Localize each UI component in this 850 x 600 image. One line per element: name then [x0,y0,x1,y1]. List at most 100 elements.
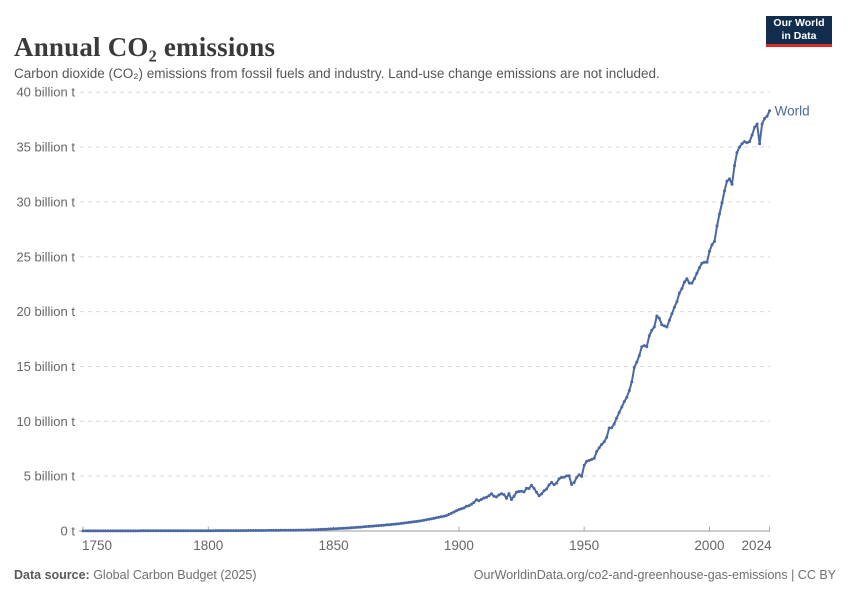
data-point [454,509,458,513]
data-point [532,487,536,490]
data-point [161,529,165,533]
data-point [176,529,180,533]
data-point [768,109,772,113]
data-point [407,520,411,524]
data-point [530,483,533,487]
owid-logo-line1: Our World [773,17,825,30]
data-point [397,522,401,526]
data-point [710,243,714,247]
data-point [129,529,133,533]
data-point [642,344,646,348]
data-point [570,483,574,486]
owid-logo[interactable]: Our World in Data [766,16,832,47]
data-point [181,529,185,533]
data-point [362,525,366,529]
data-point [612,422,616,426]
data-point [204,529,208,533]
data-point [119,529,123,533]
data-point [738,145,741,149]
data-point [687,281,691,285]
data-point [226,529,230,533]
series-label-world: World [775,103,810,118]
data-point [552,483,556,487]
data-point [490,492,493,496]
data-point [635,360,639,364]
data-point [382,523,386,527]
data-point [580,474,584,478]
data-point [94,529,97,533]
data-point [349,526,353,530]
data-point [246,529,250,532]
data-point [652,325,656,329]
data-point [540,492,544,496]
data-point [577,473,581,477]
data-point [164,529,168,533]
data-point [206,529,210,533]
data-point [537,494,541,498]
data-point [434,516,438,520]
data-point [708,249,711,253]
data-point [342,526,346,530]
data-point [672,305,676,309]
x-tick-label: 1900 [444,538,474,553]
data-point [412,520,416,524]
data-source-label: Data source: [14,568,90,582]
data-point [587,458,591,462]
data-point [695,271,699,275]
data-point [277,528,280,532]
data-point [86,529,90,533]
data-point [211,529,215,533]
y-tick-label: 5 billion t [24,469,76,484]
data-point [214,529,218,533]
data-point [510,498,513,501]
data-source: Data source: Global Carbon Budget (2025) [14,568,257,582]
data-point [309,528,313,532]
data-point [600,442,604,446]
owid-logo-line2: in Data [781,30,817,42]
data-point [191,529,195,533]
data-point [264,529,268,532]
data-point [327,527,331,531]
data-point [507,492,511,496]
data-point [677,291,681,295]
data-point [394,522,398,526]
x-tick-label: 2000 [694,538,724,553]
data-point [402,521,406,525]
data-point [174,529,178,533]
data-point [748,140,752,144]
y-tick-label: 20 billion t [16,304,75,319]
data-point [254,529,258,532]
data-point [457,508,461,512]
data-point [196,529,200,533]
data-point [307,528,310,532]
data-point [650,328,654,332]
data-point [560,475,564,479]
data-point [312,528,315,532]
data-point [414,520,418,523]
data-point [234,529,238,533]
data-point [439,515,443,519]
data-point [474,498,478,502]
data-point [314,528,318,532]
owid-citation-link[interactable]: OurWorldinData.org/co2-and-greenhouse-ga… [473,568,836,582]
data-point [682,280,686,284]
data-point [685,277,689,281]
data-point [479,497,483,501]
data-point [743,140,746,144]
data-point [572,481,576,484]
data-point [144,529,148,533]
data-point [282,528,285,532]
data-point [535,490,539,494]
data-point [84,529,87,533]
data-point [545,487,549,491]
data-point [527,487,531,490]
data-point [464,504,468,508]
data-point [484,495,488,499]
data-point [632,366,636,369]
y-tick-label: 25 billion t [16,249,75,264]
data-point [592,456,596,460]
data-point [760,122,764,126]
data-point [467,504,471,508]
data-point [259,529,263,532]
